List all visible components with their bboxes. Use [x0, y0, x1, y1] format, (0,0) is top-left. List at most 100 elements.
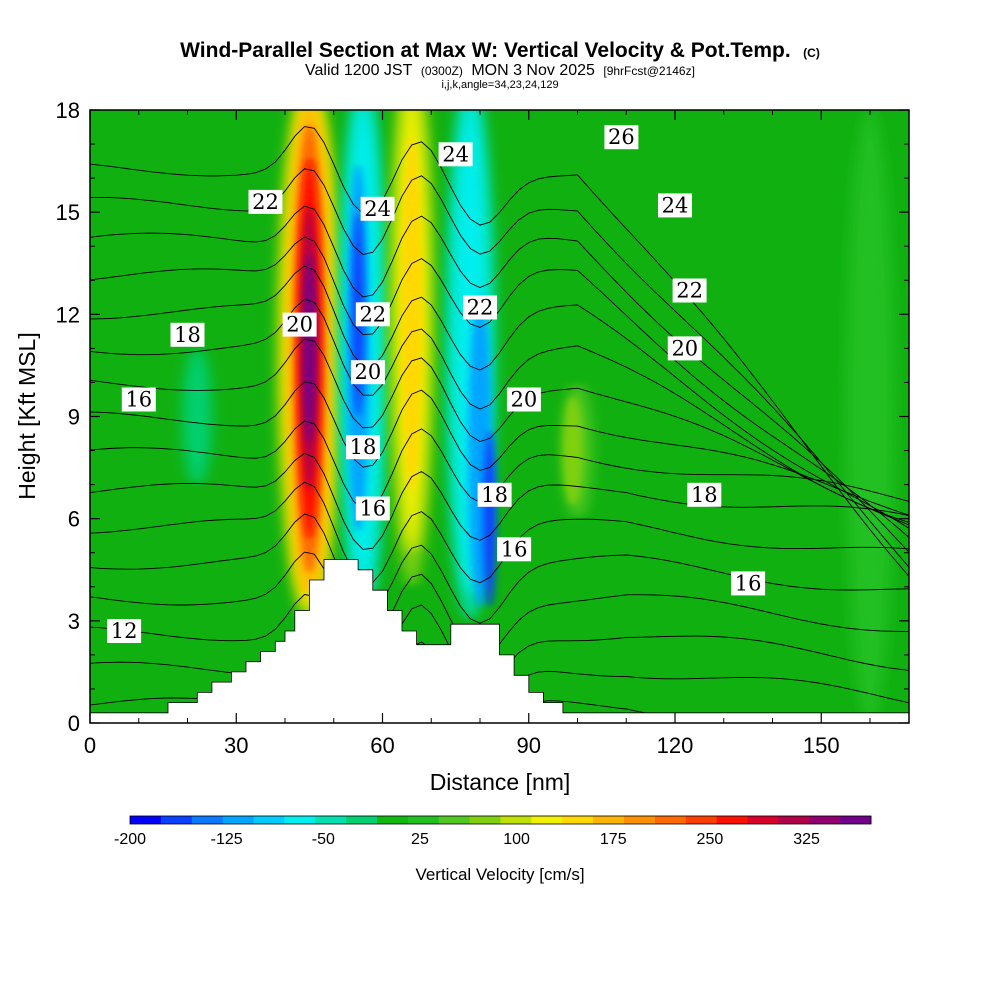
contour-label-box	[506, 387, 541, 412]
contour-label-box	[438, 142, 473, 167]
x-tick-label: 60	[370, 733, 394, 758]
colorbar-swatch	[624, 816, 656, 824]
y-tick-label: 3	[68, 609, 80, 634]
contour-label-17: 22	[672, 278, 707, 303]
chart-title: Wind-Parallel Section at Max W: Vertical…	[180, 39, 791, 62]
contour-label-box	[497, 537, 532, 562]
colorbar-swatch	[593, 816, 625, 824]
plot-area: 12 16 18 22 20 24 22 20 18 16 24 22 20 18 16 26 24 22 20 18…	[90, 110, 909, 723]
contour-label-box	[282, 312, 317, 337]
contour-label-box	[121, 387, 156, 412]
colorbar-swatch	[284, 816, 316, 824]
contour-label-text: 16	[359, 497, 386, 521]
contour-label-text: 18	[174, 323, 201, 347]
theta-contour-21	[90, 338, 909, 523]
contour-label-box	[672, 278, 707, 303]
colorbar-swatch	[747, 816, 779, 824]
contour-label-16: 24	[658, 193, 692, 218]
contour-label-2: 18	[170, 322, 205, 347]
contour-label-box	[350, 360, 385, 385]
contour-label-text: 20	[355, 360, 382, 384]
y-tick-label: 12	[56, 302, 80, 327]
contour-label-box	[477, 482, 512, 507]
theta-contour-18	[90, 452, 909, 550]
contour-label-box	[107, 619, 142, 643]
contour-label-11: 22	[463, 295, 497, 320]
contour-label-box	[355, 302, 390, 327]
w-band-10	[304, 253, 315, 444]
colorbar-tick-label: -50	[312, 831, 335, 848]
valid-utc: (0300Z)	[421, 64, 463, 78]
w-band-0	[845, 110, 895, 723]
colorbar-label: Vertical Velocity [cm/s]	[415, 865, 584, 884]
chart-subtitle: Valid 1200 JST (0300Z) MON 3 Nov 2025 [9…	[305, 62, 695, 79]
colorbar-swatch	[654, 816, 687, 824]
y-axis: 0 3 6 9 12 15 18	[56, 98, 909, 736]
colorbar-swatch	[438, 816, 471, 824]
contour-label-text: 18	[350, 435, 377, 459]
colorbar-swatch	[840, 816, 872, 824]
colorbar-swatch	[222, 816, 254, 824]
contour-label-box	[658, 193, 692, 218]
w-band-17	[401, 137, 423, 492]
section-indices: i,j,k,angle=34,23,24,129	[441, 79, 558, 91]
contour-label-text: 22	[467, 296, 494, 320]
contour-label-14: 16	[497, 537, 532, 562]
w-band-1	[182, 348, 212, 485]
y-tick-label: 9	[68, 405, 80, 430]
contour-label-6: 22	[355, 302, 390, 327]
contour-label-box	[360, 196, 395, 221]
theta-contour-22	[90, 298, 909, 526]
contour-label-box	[248, 189, 283, 214]
contour-label-text: 16	[501, 537, 528, 561]
colorbar-swatch	[191, 816, 224, 824]
x-axis-label: Distance [nm]	[430, 769, 571, 795]
colorbar-tick-label: -125	[211, 831, 243, 848]
contour-label-text: 16	[735, 571, 762, 595]
contour-label-7: 20	[350, 360, 385, 385]
contour-label-text: 22	[359, 302, 386, 326]
colorbar-tick-label: 25	[411, 831, 429, 848]
contour-label-text: 24	[364, 197, 391, 221]
contour-label-text: 18	[691, 483, 718, 507]
theta-contour-23	[90, 265, 909, 529]
contour-label-text: 20	[511, 388, 538, 412]
contour-label-text: 20	[286, 313, 313, 337]
colorbar-swatch	[253, 816, 285, 824]
x-tick-label: 0	[84, 733, 96, 758]
contour-label-box	[355, 496, 390, 521]
contour-label-text: 12	[111, 619, 138, 643]
contour-label-10: 24	[438, 142, 473, 167]
colorbar-swatch	[685, 816, 718, 824]
colorbar: -200 -125 -50 25 100 175 250 325	[114, 815, 872, 848]
theta-contour-24	[90, 236, 909, 538]
colorbar-swatch	[377, 816, 409, 824]
colorbar-swatch	[778, 816, 810, 824]
y-tick-label: 6	[68, 507, 80, 532]
colorbar-swatch	[531, 816, 563, 824]
y-tick-label: 15	[56, 200, 80, 225]
valid-date: MON 3 Nov 2025	[471, 62, 595, 79]
colorbar-swatch	[562, 816, 594, 824]
x-axis: 0 30 60 90 120 150	[84, 110, 871, 758]
contour-label-13: 18	[477, 482, 512, 507]
colorbar-swatch	[407, 816, 440, 824]
colorbar-tick-label: -200	[114, 831, 146, 848]
vertical-velocity-field	[182, 110, 895, 723]
contour-label-box	[346, 435, 380, 460]
contour-label-box	[170, 322, 205, 347]
y-tick-label: 18	[56, 98, 80, 123]
chart-title-units: (C)	[803, 46, 820, 60]
contour-label-text: 22	[252, 190, 279, 214]
terrain-outline	[90, 559, 909, 723]
x-tick-label: 90	[517, 733, 541, 758]
colorbar-swatch	[716, 816, 748, 824]
contour-label-0: 12	[107, 619, 142, 643]
theta-contour-16	[90, 513, 909, 624]
w-band-21	[483, 430, 497, 608]
contour-label-box	[667, 336, 702, 361]
x-tick-label: 120	[657, 733, 694, 758]
theta-contour-20	[90, 381, 909, 516]
